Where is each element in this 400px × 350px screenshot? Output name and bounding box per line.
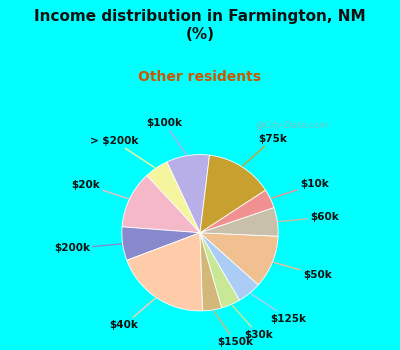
Text: $150k: $150k xyxy=(214,311,254,347)
Text: @City-Data.com: @City-Data.com xyxy=(256,121,328,130)
Wedge shape xyxy=(200,208,278,236)
Text: $125k: $125k xyxy=(251,294,306,324)
Wedge shape xyxy=(200,233,258,300)
Wedge shape xyxy=(167,155,210,233)
Wedge shape xyxy=(200,233,278,285)
Wedge shape xyxy=(147,162,200,233)
Text: Other residents: Other residents xyxy=(138,70,262,84)
Wedge shape xyxy=(122,227,200,260)
Text: > $200k: > $200k xyxy=(90,136,155,168)
Text: $200k: $200k xyxy=(54,244,122,253)
Text: $40k: $40k xyxy=(110,298,155,330)
Text: $50k: $50k xyxy=(274,262,332,280)
Text: $100k: $100k xyxy=(146,118,186,155)
Text: $20k: $20k xyxy=(71,180,128,199)
Wedge shape xyxy=(127,233,203,311)
Text: $75k: $75k xyxy=(243,134,288,166)
Text: $10k: $10k xyxy=(272,179,328,198)
Text: Income distribution in Farmington, NM
(%): Income distribution in Farmington, NM (%… xyxy=(34,9,366,42)
Wedge shape xyxy=(200,233,222,311)
Text: $30k: $30k xyxy=(232,305,273,340)
Wedge shape xyxy=(200,233,240,308)
Wedge shape xyxy=(200,190,274,233)
Text: $60k: $60k xyxy=(278,212,339,222)
Wedge shape xyxy=(122,175,200,233)
Wedge shape xyxy=(200,155,266,233)
